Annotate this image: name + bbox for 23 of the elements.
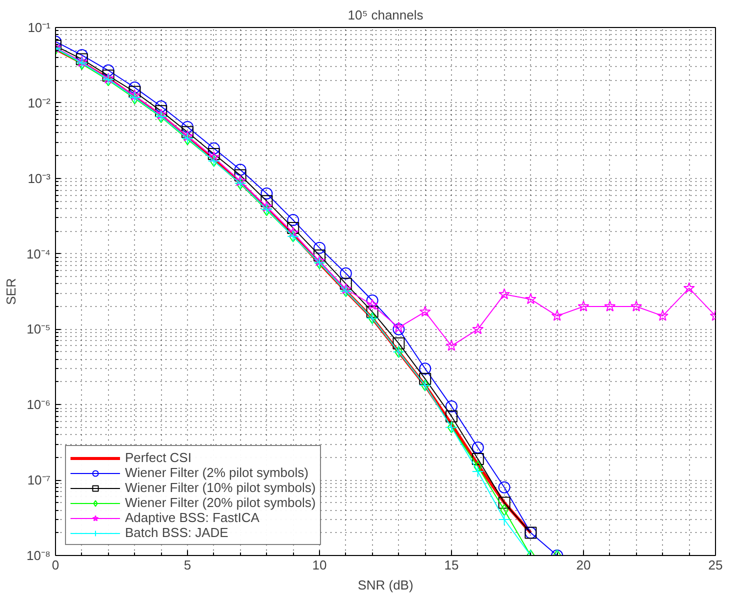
y-tick-label: 10⁻⁵ — [26, 322, 51, 337]
y-tick-label: 10⁻⁴ — [26, 246, 50, 262]
y-tick-label: 10⁻² — [28, 95, 52, 110]
y-tick-label: 10⁻⁶ — [26, 397, 50, 412]
legend-label: Wiener Filter (20% pilot symbols) — [125, 495, 316, 510]
x-tick-label: 25 — [708, 558, 723, 572]
chart-title: 10⁵ channels — [348, 8, 424, 22]
legend-label: Batch BSS: JADE — [125, 525, 228, 540]
legend-label: Perfect CSI — [125, 450, 192, 465]
legend-label: Adaptive BSS: FastICA — [125, 510, 260, 525]
x-tick-label: 20 — [576, 558, 591, 572]
x-axis-title: SNR (dB) — [358, 578, 414, 592]
y-tick-label: 10⁻¹ — [28, 20, 52, 35]
x-tick-label: 15 — [444, 558, 459, 572]
legend-label: Wiener Filter (2% pilot symbols) — [125, 465, 308, 480]
y-tick-label: 10⁻⁸ — [26, 548, 51, 563]
y-tick-label: 10⁻⁷ — [27, 472, 51, 488]
x-tick-label: 0 — [52, 558, 60, 572]
legend-label: Wiener Filter (10% pilot symbols) — [125, 480, 316, 495]
x-tick-label: 5 — [184, 558, 192, 572]
y-tick-label: 10⁻³ — [28, 170, 52, 186]
x-tick-label: 10 — [312, 558, 327, 572]
y-axis-title: SER — [3, 278, 18, 305]
